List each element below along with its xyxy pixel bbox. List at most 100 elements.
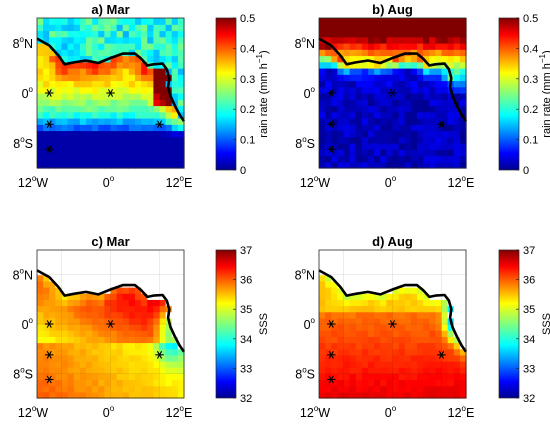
- heatmap-cell: [86, 86, 93, 94]
- heatmap-cell: [177, 324, 185, 331]
- heatmap-cell: [49, 18, 56, 25]
- heatmap-cell: [122, 30, 130, 38]
- heatmap-cell: [49, 55, 56, 63]
- heatmap-cell: [410, 262, 418, 270]
- heatmap-cell: [398, 336, 406, 344]
- heatmap-cell: [380, 274, 387, 282]
- colorbar-label: SSS: [258, 313, 270, 335]
- heatmap-cell: [331, 105, 338, 113]
- heatmap-cell: [386, 149, 394, 157]
- heatmap-cell: [417, 161, 424, 169]
- colorbar-label: SSS: [541, 313, 550, 335]
- heatmap-cell: [55, 262, 63, 270]
- heatmap-cell: [417, 124, 424, 132]
- heatmap-cell: [331, 256, 338, 263]
- heatmap-cell: [429, 105, 436, 113]
- heatmap-cell: [331, 155, 338, 163]
- heatmap-cell: [410, 74, 418, 82]
- heatmap-cell: [319, 49, 326, 57]
- heatmap-cell: [361, 68, 369, 75]
- heatmap-cell: [331, 136, 338, 144]
- heatmap-cell: [361, 324, 369, 331]
- heatmap-cell: [410, 43, 418, 50]
- heatmap-cell: [55, 317, 63, 325]
- heatmap-cell: [355, 287, 363, 294]
- heatmap-cell: [110, 80, 118, 88]
- heatmap-cell: [110, 93, 118, 100]
- heatmap-cell: [398, 293, 406, 300]
- heatmap-cell: [92, 136, 99, 144]
- heatmap-cell: [453, 274, 461, 282]
- heatmap-cell: [135, 124, 142, 132]
- heatmap-cell: [337, 268, 345, 276]
- heatmap-cell: [447, 143, 455, 150]
- heatmap-cell: [165, 280, 173, 288]
- heatmap-cell: [73, 80, 81, 88]
- heatmap-cell: [386, 391, 394, 399]
- heatmap-cell: [153, 155, 161, 163]
- heatmap-cell: [398, 105, 406, 113]
- heatmap-cell: [122, 36, 130, 44]
- station-marker: [45, 145, 54, 154]
- heatmap-cell: [171, 74, 179, 82]
- heatmap-cell: [459, 268, 467, 276]
- heatmap-cell: [398, 385, 406, 393]
- heatmap-cell: [380, 293, 387, 300]
- heatmap-cell: [49, 256, 56, 263]
- heatmap-cell: [349, 330, 357, 337]
- heatmap-cell: [67, 149, 75, 157]
- heatmap-cell: [331, 43, 338, 50]
- heatmap-cell: [398, 55, 406, 63]
- heatmap-cell: [349, 342, 357, 350]
- heatmap-cell: [37, 111, 44, 119]
- heatmap-cell: [153, 18, 161, 25]
- heatmap-cell: [325, 49, 332, 57]
- heatmap-cell: [43, 317, 50, 325]
- heatmap-cell: [55, 305, 63, 313]
- heatmap-cell: [122, 93, 130, 100]
- heatmap-cell: [177, 268, 185, 276]
- heatmap-cell: [153, 342, 161, 350]
- heatmap-cell: [177, 155, 185, 163]
- heatmap-cell: [104, 136, 112, 144]
- heatmap-cell: [92, 342, 99, 350]
- heatmap-cell: [374, 136, 381, 144]
- heatmap-cell: [141, 111, 148, 119]
- heatmap-cell: [141, 61, 148, 69]
- heatmap-cell: [61, 262, 69, 270]
- heatmap-cell: [441, 105, 449, 113]
- heatmap-cell: [410, 30, 418, 38]
- heatmap-cell: [49, 105, 56, 113]
- heatmap-cell: [435, 124, 443, 132]
- heatmap-cell: [135, 262, 142, 270]
- heatmap-cell: [37, 93, 44, 100]
- heatmap-cell: [147, 118, 154, 125]
- heatmap-cell: [331, 18, 338, 25]
- coastline: [36, 37, 186, 122]
- heatmap-cell: [165, 61, 173, 69]
- heatmap-cell: [398, 24, 406, 32]
- heatmap-cell: [37, 99, 44, 107]
- heatmap-cell: [447, 43, 455, 50]
- heatmap-cell: [98, 274, 105, 282]
- heatmap-field: [37, 250, 185, 399]
- heatmap-cell: [349, 348, 357, 356]
- heatmap-cell: [380, 330, 387, 337]
- heatmap-cell: [398, 93, 406, 100]
- heatmap-cell: [361, 155, 369, 163]
- heatmap-cell: [67, 49, 75, 57]
- heatmap-cell: [147, 330, 154, 337]
- heatmap-cell: [43, 391, 50, 399]
- heatmap-cell: [331, 49, 338, 57]
- heatmap-cell: [135, 287, 142, 294]
- heatmap-cell: [159, 49, 167, 57]
- heatmap-cell: [43, 55, 50, 63]
- heatmap-cell: [386, 136, 394, 144]
- heatmap-cell: [165, 161, 173, 169]
- heatmap-cell: [429, 74, 436, 82]
- heatmap-cell: [55, 36, 63, 44]
- heatmap-cell: [361, 311, 369, 319]
- heatmap-cell: [441, 30, 449, 38]
- heatmap-cell: [153, 311, 161, 319]
- heatmap-cell: [67, 367, 75, 374]
